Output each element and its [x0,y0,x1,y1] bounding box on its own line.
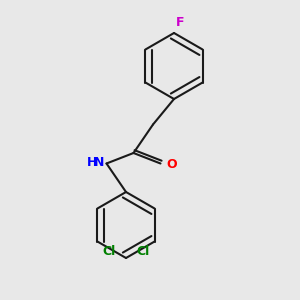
Text: Cl: Cl [103,245,116,258]
Text: F: F [176,16,184,29]
Text: H: H [86,155,97,169]
Text: O: O [166,158,176,172]
Text: Cl: Cl [136,245,149,258]
Text: N: N [94,155,104,169]
